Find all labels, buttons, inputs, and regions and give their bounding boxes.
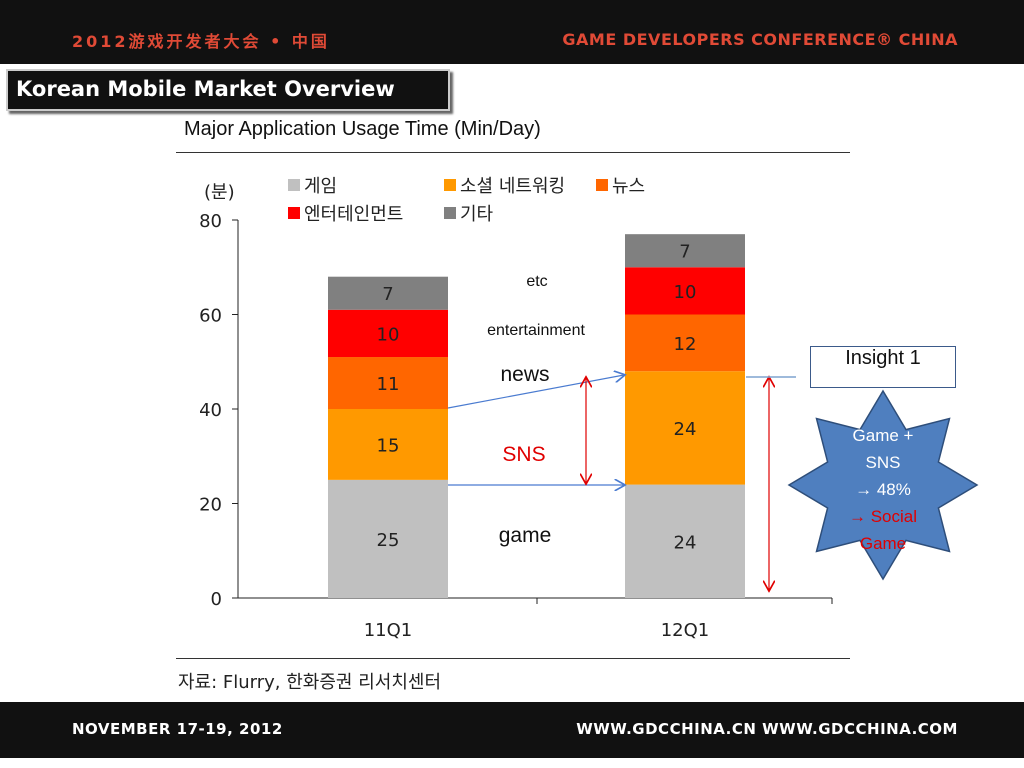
blue-arrow-upper <box>447 375 624 409</box>
legend-entry: 게임 <box>304 176 337 197</box>
insight-star-shape <box>787 389 979 581</box>
insight-line-1: Game + <box>852 426 914 445</box>
bar-segment <box>328 479 448 598</box>
bottom-rule <box>176 658 850 659</box>
annotation-entertainment: entertainment <box>487 322 585 339</box>
insight-line-5: Game <box>859 534 907 553</box>
insight-star-text: Game + SNS → 48% → Social Game <box>818 422 948 557</box>
legend-swatch <box>288 207 300 219</box>
footer-urls: WWW.GDCCHINA.CN WWW.GDCCHINA.COM <box>576 720 958 738</box>
bar-value-label: 10 <box>674 282 697 303</box>
bar-value-label: 25 <box>377 530 400 551</box>
header-english-title: GAME DEVELOPERS CONFERENCE® CHINA <box>562 30 958 49</box>
bar-value-label: 7 <box>679 242 690 263</box>
legend-swatch <box>288 179 300 191</box>
source-note: 자료: Flurry, 한화증권 리서치센터 <box>178 672 442 693</box>
slide-title: Korean Mobile Market Overview <box>16 77 395 101</box>
y-tick-label: 0 <box>211 589 222 610</box>
legend-entry: 소셜 네트워킹 <box>460 176 565 197</box>
insight-label: Insight 1 <box>845 347 921 369</box>
bar-value-label: 12 <box>674 334 697 355</box>
bar-value-label: 15 <box>377 435 400 456</box>
annotation-news: news <box>500 363 549 386</box>
bar-value-label: 7 <box>382 284 393 305</box>
header-bar: 2012游戏开发者大会 • 中国 GAME DEVELOPERS CONFERE… <box>0 0 1024 64</box>
legend-swatch <box>444 207 456 219</box>
y-tick-label: 60 <box>199 306 222 327</box>
slide-title-box: Korean Mobile Market Overview <box>6 69 450 111</box>
annotation-sns: SNS <box>502 443 545 466</box>
y-tick-label: 40 <box>199 400 222 421</box>
annotation-etc: etc <box>526 273 547 290</box>
legend-entry: 엔터테인먼트 <box>304 204 403 225</box>
bar-segment <box>328 409 448 480</box>
bar-segment <box>625 234 745 268</box>
y-tick-label: 80 <box>199 211 222 232</box>
bar-segment <box>328 276 448 310</box>
footer-bar: NOVEMBER 17-19, 2012 WWW.GDCCHINA.CN WWW… <box>0 702 1024 758</box>
y-tick-label: 20 <box>199 495 222 516</box>
top-rule <box>176 152 850 153</box>
bar-segment <box>625 314 745 372</box>
legend-entry: 기타 <box>460 204 494 225</box>
bar-segment <box>328 357 448 409</box>
bar-segment <box>625 484 745 598</box>
insight-line-2: SNS <box>865 453 901 472</box>
insight-line-3: → 48% <box>855 480 911 499</box>
header-chinese-title: 2012游戏开发者大会 • 中国 <box>72 32 330 51</box>
bar-value-label: 24 <box>674 532 697 553</box>
bar-segment <box>328 309 448 358</box>
bar-segment <box>625 267 745 315</box>
bar-value-label: 11 <box>377 374 400 395</box>
insight-box: Insight 1 <box>810 346 956 388</box>
legend-entry: 뉴스 <box>612 176 645 197</box>
bar-value-label: 24 <box>674 419 697 440</box>
chart-subtitle: Major Application Usage Time (Min/Day) <box>184 118 541 140</box>
legend-swatch <box>596 179 608 191</box>
legend-swatch <box>444 179 456 191</box>
bar-value-label: 10 <box>377 324 400 345</box>
y-unit-label: (분) <box>204 182 235 203</box>
annotation-game: game <box>499 524 552 547</box>
bar-segment <box>625 371 745 485</box>
footer-date: NOVEMBER 17-19, 2012 <box>72 720 283 738</box>
x-tick-label: 11Q1 <box>364 620 413 641</box>
insight-line-4: → Social <box>848 507 918 526</box>
x-tick-label: 12Q1 <box>661 620 710 641</box>
